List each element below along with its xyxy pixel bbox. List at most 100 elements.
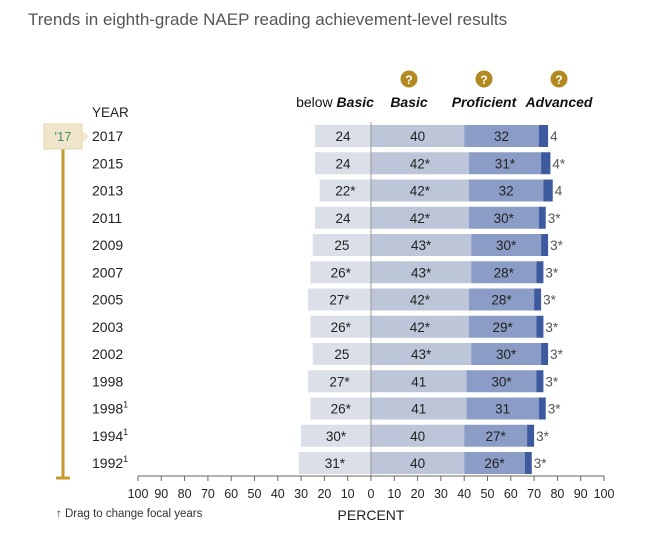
below-basic-value: 25 <box>334 347 349 362</box>
x-tick-label: 90 <box>154 487 168 501</box>
year-label: 2007 <box>92 264 123 280</box>
proficient-value: 30* <box>496 238 517 253</box>
basic-value: 40 <box>410 429 425 444</box>
basic-bar <box>371 206 469 229</box>
year-footnote-marker: 1 <box>123 400 128 410</box>
below-basic-value: 25 <box>334 238 349 253</box>
year-label: 2015 <box>92 155 123 171</box>
basic-value: 42* <box>410 320 431 335</box>
basic-bar <box>371 125 465 147</box>
basic-value: 43* <box>411 265 432 280</box>
x-tick-label: 10 <box>341 487 355 501</box>
advanced-value: 3* <box>545 265 559 280</box>
advanced-value: 3* <box>543 293 557 308</box>
below-basic-value: 30* <box>326 429 347 444</box>
advanced-bar <box>543 179 553 202</box>
x-tick-label: 50 <box>248 487 262 501</box>
year-footnote-marker: 1 <box>123 454 128 464</box>
basic-value: 42* <box>410 156 431 171</box>
year-label: 2005 <box>92 292 123 308</box>
year-label: 2011 <box>92 210 122 226</box>
basic-value: 42* <box>410 293 431 308</box>
header-prefix: below <box>296 94 336 110</box>
x-tick-label: 70 <box>527 487 541 501</box>
below-basic-bar <box>308 370 371 393</box>
basic-bar <box>371 179 469 202</box>
basic-value: 43* <box>411 347 432 362</box>
x-tick-label: 80 <box>550 487 564 501</box>
below-basic-value: 22* <box>335 184 356 199</box>
basic-bar <box>371 452 465 474</box>
x-tick-label: 90 <box>574 487 588 501</box>
below-basic-bar <box>319 179 371 202</box>
proficient-value: 31* <box>495 156 516 171</box>
x-axis-label: PERCENT <box>338 507 405 523</box>
year-label: 1998 <box>92 373 123 389</box>
proficient-bar <box>468 315 537 338</box>
advanced-value: 4 <box>550 129 558 144</box>
advanced-value: 3* <box>548 402 562 417</box>
advanced-bar <box>541 152 551 175</box>
header-level-name: Basic <box>337 94 375 110</box>
below-basic-value: 24 <box>336 211 352 226</box>
basic-value: 41 <box>411 402 426 417</box>
below-basic-value: 27* <box>329 293 350 308</box>
proficient-bar <box>468 206 539 229</box>
advanced-value: 3* <box>534 456 548 471</box>
x-tick-label: 60 <box>504 487 518 501</box>
header-below-basic: below Basic <box>296 94 374 110</box>
proficient-value: 31 <box>495 402 510 417</box>
proficient-help-icon[interactable] <box>475 70 493 88</box>
advanced-bar <box>534 288 542 311</box>
year-header: YEAR <box>92 105 129 120</box>
below-basic-bar <box>298 452 371 474</box>
header-level-name: Advanced <box>525 94 593 110</box>
below-basic-bar <box>312 234 371 256</box>
advanced-bar <box>538 125 549 147</box>
basic-bar <box>371 152 469 175</box>
year-label: 19981 <box>92 400 128 417</box>
header-level-name: Basic <box>390 94 428 110</box>
basic-value: 41 <box>411 374 426 389</box>
advanced-bar <box>536 261 544 284</box>
year-label: 2017 <box>92 128 123 144</box>
basic-bar <box>371 343 472 365</box>
basic-help-icon[interactable] <box>400 70 418 88</box>
proficient-bar <box>471 234 542 256</box>
x-tick-label: 0 <box>368 487 375 501</box>
below-basic-bar <box>315 152 371 175</box>
basic-bar <box>371 234 472 256</box>
advanced-value: 4* <box>552 156 566 171</box>
focal-year-pointer <box>82 130 89 143</box>
below-basic-value: 26* <box>331 402 352 417</box>
proficient-value: 32 <box>494 129 509 144</box>
header-basic: Basic <box>390 94 428 110</box>
x-tick-label: 30 <box>294 487 308 501</box>
proficient-value: 30* <box>494 211 515 226</box>
year-label: 19921 <box>92 454 128 471</box>
below-basic-bar <box>312 343 371 365</box>
below-basic-bar <box>315 206 371 229</box>
below-basic-bar <box>310 261 371 284</box>
proficient-bar <box>464 452 525 474</box>
year-label: 19941 <box>92 427 128 444</box>
advanced-value: 3* <box>545 320 559 335</box>
x-tick-label: 80 <box>178 487 192 501</box>
advanced-help-icon[interactable] <box>550 70 568 88</box>
x-tick-label: 40 <box>457 487 471 501</box>
below-basic-bar <box>310 397 371 420</box>
x-tick-label: 50 <box>481 487 495 501</box>
focal-year-handle[interactable] <box>43 123 83 150</box>
chart-title: Trends in eighth-grade NAEP reading achi… <box>28 10 508 29</box>
focal-year-label[interactable]: '17 <box>55 129 72 144</box>
basic-bar <box>371 315 469 338</box>
proficient-bar <box>466 370 537 393</box>
below-basic-value: 26* <box>331 265 352 280</box>
proficient-bar <box>468 179 544 202</box>
year-label: 2003 <box>92 319 123 335</box>
below-basic-value: 31* <box>325 456 346 471</box>
advanced-bar <box>536 370 544 393</box>
advanced-value: 3* <box>548 211 562 226</box>
advanced-value: 4 <box>555 184 563 199</box>
x-tick-label: 30 <box>434 487 448 501</box>
